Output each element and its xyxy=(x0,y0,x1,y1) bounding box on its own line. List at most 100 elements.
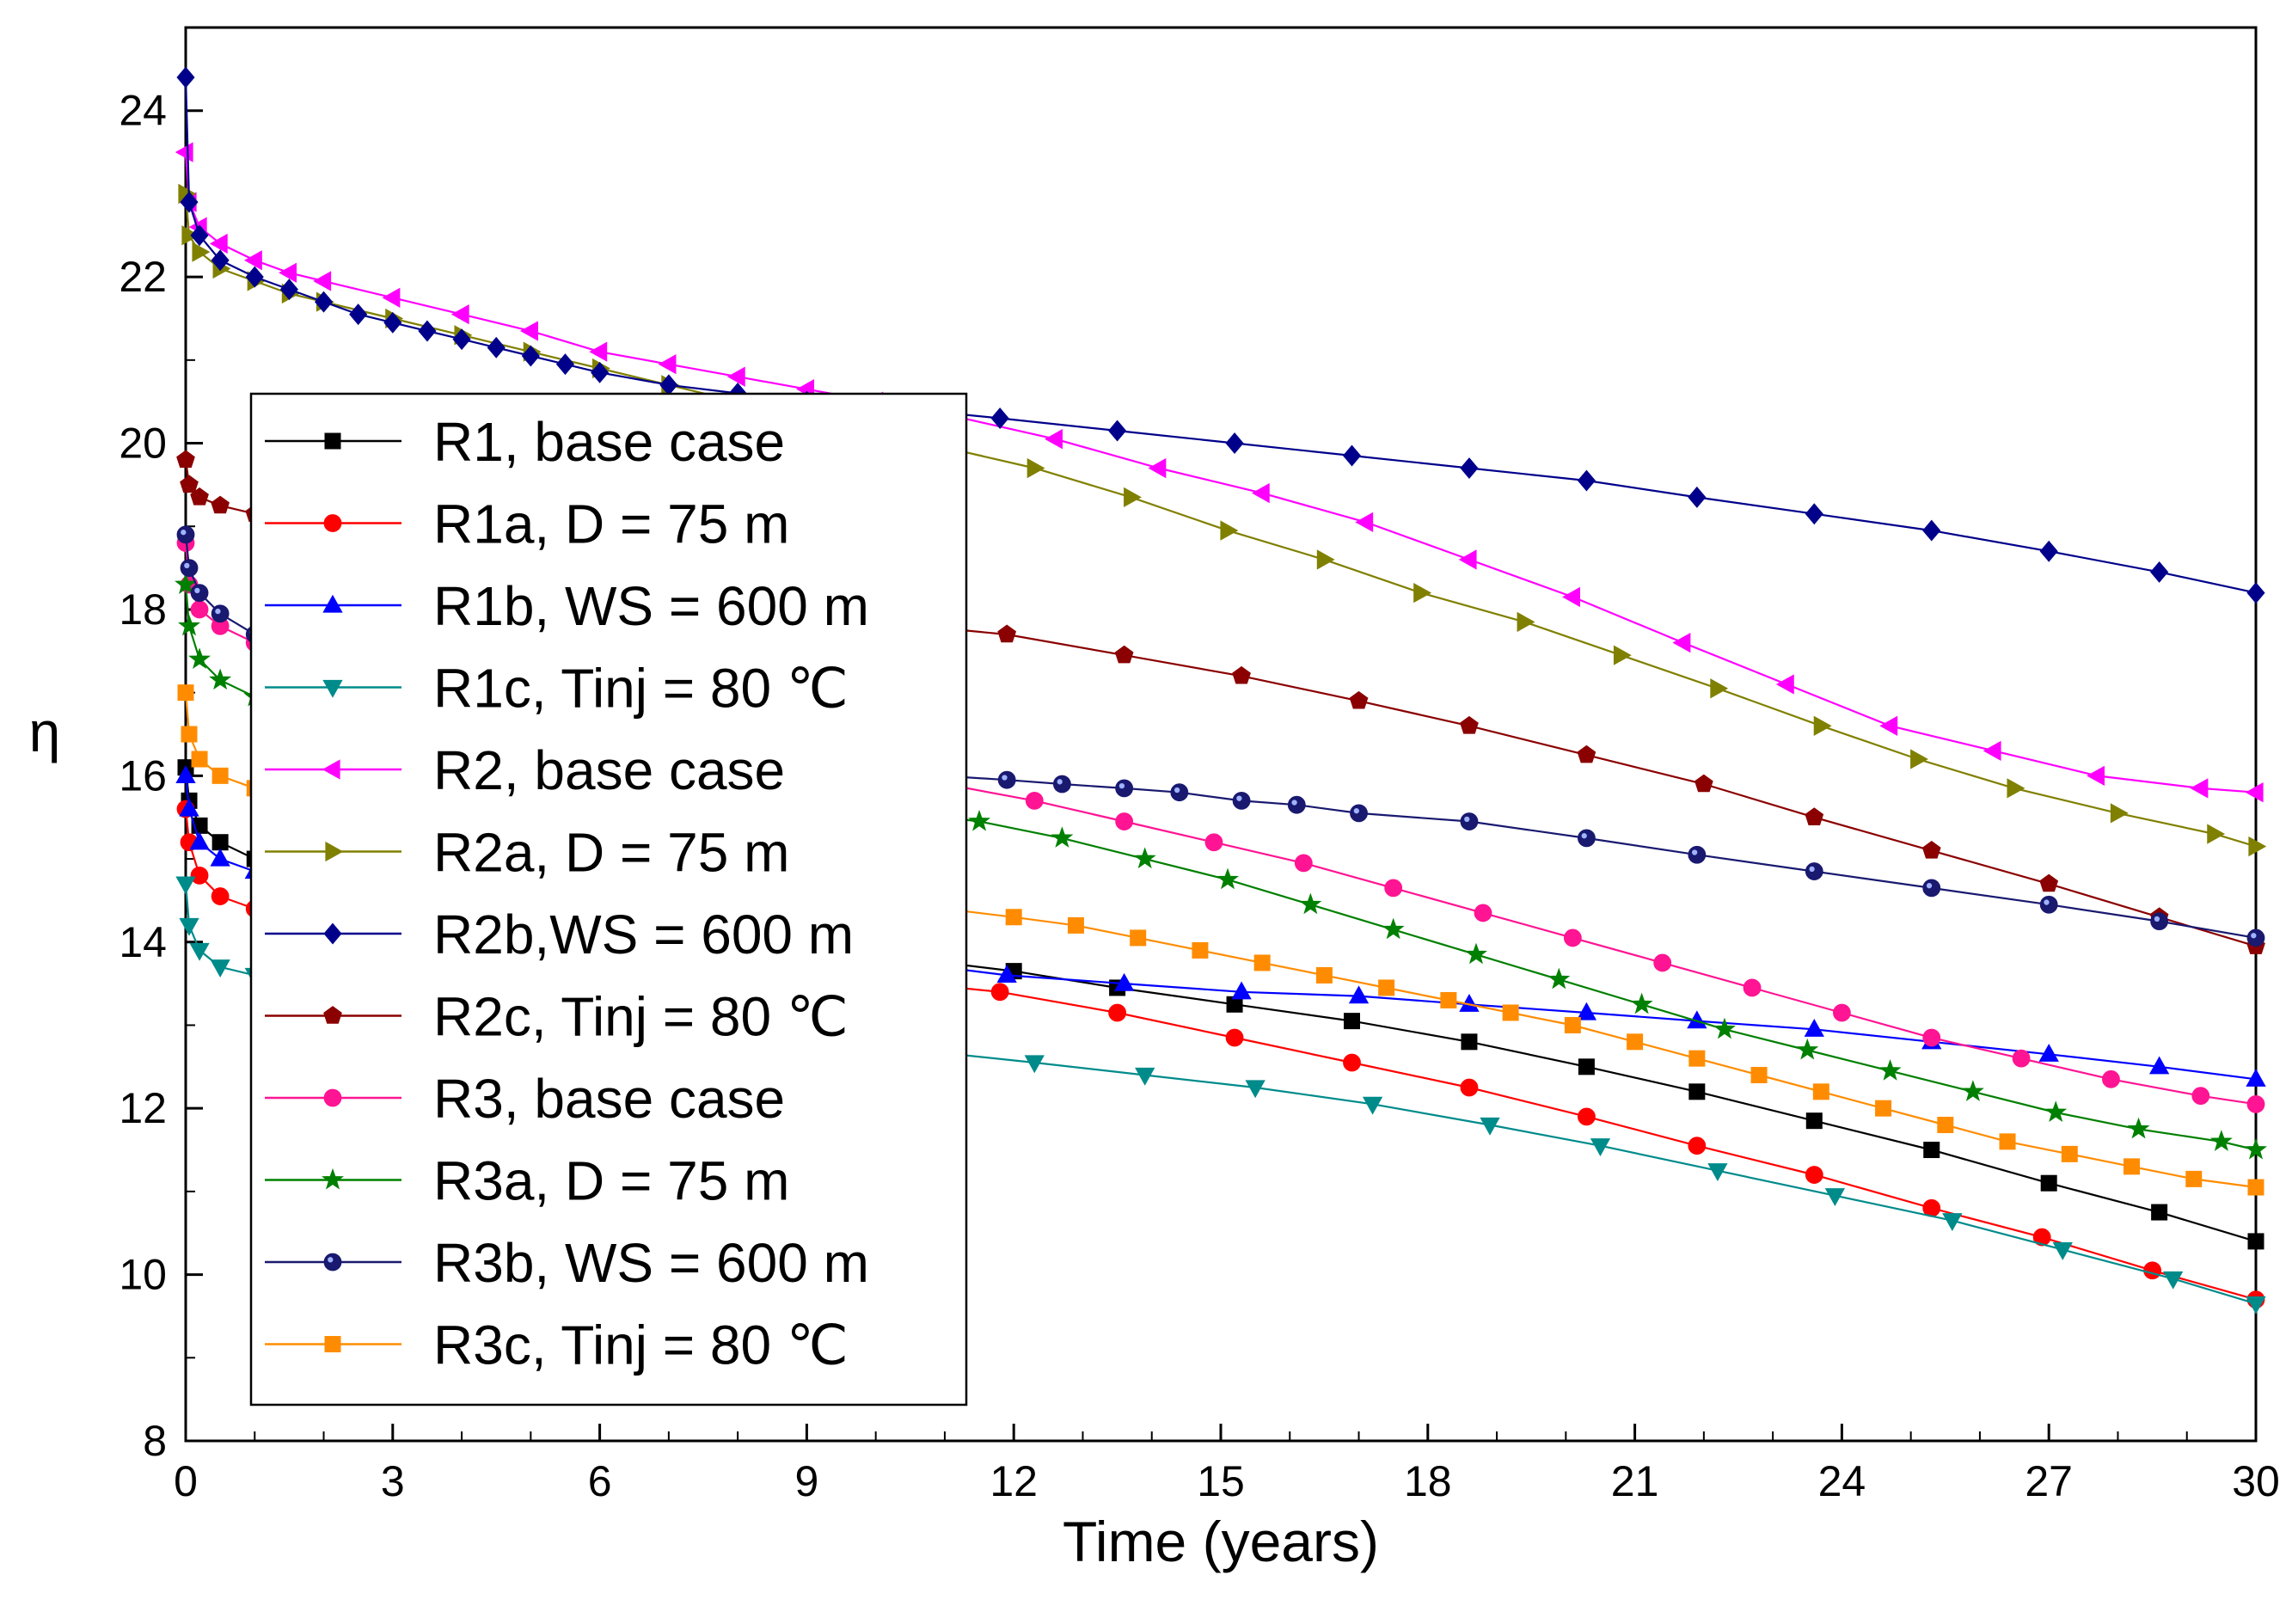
x-tick-label: 15 xyxy=(1197,1457,1245,1505)
data-point-highlight xyxy=(1236,795,1242,801)
data-point xyxy=(555,353,575,376)
data-point xyxy=(2040,1174,2057,1192)
data-point xyxy=(188,647,211,669)
data-point xyxy=(2044,1100,2068,1123)
data-point xyxy=(1382,917,1405,940)
data-point xyxy=(1812,1083,1829,1100)
legend-item: R2c, Tinj = 80 ℃ xyxy=(265,986,849,1048)
data-point xyxy=(1355,512,1374,533)
data-point xyxy=(179,798,199,817)
data-point xyxy=(2245,782,2264,803)
data-point xyxy=(189,831,210,850)
data-point xyxy=(2087,765,2105,787)
data-point xyxy=(1108,420,1127,442)
data-point-highlight xyxy=(2251,933,2257,939)
data-point xyxy=(2061,1145,2078,1162)
x-tick-label: 24 xyxy=(1818,1457,1866,1505)
data-point xyxy=(176,66,195,89)
legend-marker xyxy=(323,514,342,532)
data-point xyxy=(1225,432,1244,455)
x-tick-label: 21 xyxy=(1611,1457,1659,1505)
data-point xyxy=(1135,1067,1155,1086)
data-point xyxy=(1192,941,1209,959)
data-point xyxy=(2245,1137,2267,1160)
data-point xyxy=(1576,1002,1597,1020)
data-point xyxy=(2209,1130,2233,1151)
data-point xyxy=(2150,912,2169,930)
data-point xyxy=(1465,942,1487,965)
data-point xyxy=(1942,1213,1963,1232)
data-point xyxy=(1707,1163,1728,1181)
data-point xyxy=(487,336,506,359)
data-point xyxy=(2246,928,2265,947)
data-point xyxy=(2191,1087,2210,1106)
data-point xyxy=(1362,1096,1383,1115)
data-point xyxy=(2148,1056,2170,1075)
legend-marker xyxy=(323,1006,342,1024)
data-point xyxy=(1923,1142,1940,1159)
legend-marker xyxy=(325,841,344,862)
data-point xyxy=(176,525,195,544)
data-point xyxy=(211,495,230,514)
data-point xyxy=(314,291,334,313)
data-point xyxy=(180,191,199,213)
data-point xyxy=(189,942,210,961)
x-tick-label: 27 xyxy=(2025,1457,2073,1505)
axes: 0 3 6 9 12 15 18 21 24 27 30 8 10 12 14 16 18 20 22 24 xyxy=(119,26,2280,1505)
legend-marker xyxy=(323,922,342,945)
data-point xyxy=(1299,892,1322,915)
data-point xyxy=(1480,1117,1500,1136)
data-point xyxy=(1688,486,1707,508)
data-point xyxy=(1688,1083,1706,1100)
x-tick-label: 12 xyxy=(990,1457,1038,1505)
data-point xyxy=(1108,1003,1126,1022)
legend-marker xyxy=(323,1088,342,1107)
data-point xyxy=(180,559,199,577)
data-point-highlight xyxy=(1926,883,1933,889)
data-point xyxy=(726,366,745,387)
data-point xyxy=(2123,1158,2141,1175)
data-point xyxy=(190,600,209,619)
data-point xyxy=(1547,967,1571,990)
data-point xyxy=(192,242,211,262)
data-point xyxy=(2143,1261,2162,1280)
x-tick-label: 18 xyxy=(1404,1457,1452,1505)
data-point xyxy=(1578,1107,1596,1126)
data-point xyxy=(1613,645,1632,665)
data-point xyxy=(279,279,298,301)
data-point xyxy=(2127,1117,2150,1139)
data-point xyxy=(211,834,229,851)
data-point xyxy=(1350,804,1368,823)
data-point-highlight xyxy=(1057,779,1063,785)
data-point xyxy=(1316,549,1335,570)
legend-label: R2c, Tinj = 80 ℃ xyxy=(433,986,849,1048)
data-point xyxy=(1461,1033,1478,1051)
data-point xyxy=(997,624,1017,643)
data-point xyxy=(2247,1179,2264,1196)
data-point xyxy=(968,809,991,831)
data-point xyxy=(2032,1228,2051,1247)
data-point xyxy=(1710,678,1729,699)
data-point xyxy=(1148,457,1167,479)
data-point xyxy=(589,341,608,362)
data-point xyxy=(243,250,262,271)
data-point xyxy=(2185,1170,2203,1187)
data-point xyxy=(2039,873,2059,892)
data-point xyxy=(175,876,196,895)
legend-marker xyxy=(322,679,343,698)
data-point-highlight xyxy=(181,530,187,536)
data-point xyxy=(1343,1053,1361,1072)
data-point xyxy=(1983,740,2001,761)
data-point xyxy=(418,320,437,342)
data-point xyxy=(1231,981,1252,1000)
data-point xyxy=(1688,1137,1707,1155)
legend-label: R1c, Tinj = 80 ℃ xyxy=(433,658,849,720)
data-point xyxy=(1813,715,1832,736)
data-point xyxy=(1216,867,1239,890)
data-point xyxy=(1578,829,1596,848)
data-point xyxy=(1342,444,1362,467)
data-point xyxy=(2247,1233,2264,1250)
data-point xyxy=(1204,833,1223,852)
data-point xyxy=(1460,457,1479,480)
data-point xyxy=(1796,1038,1819,1060)
